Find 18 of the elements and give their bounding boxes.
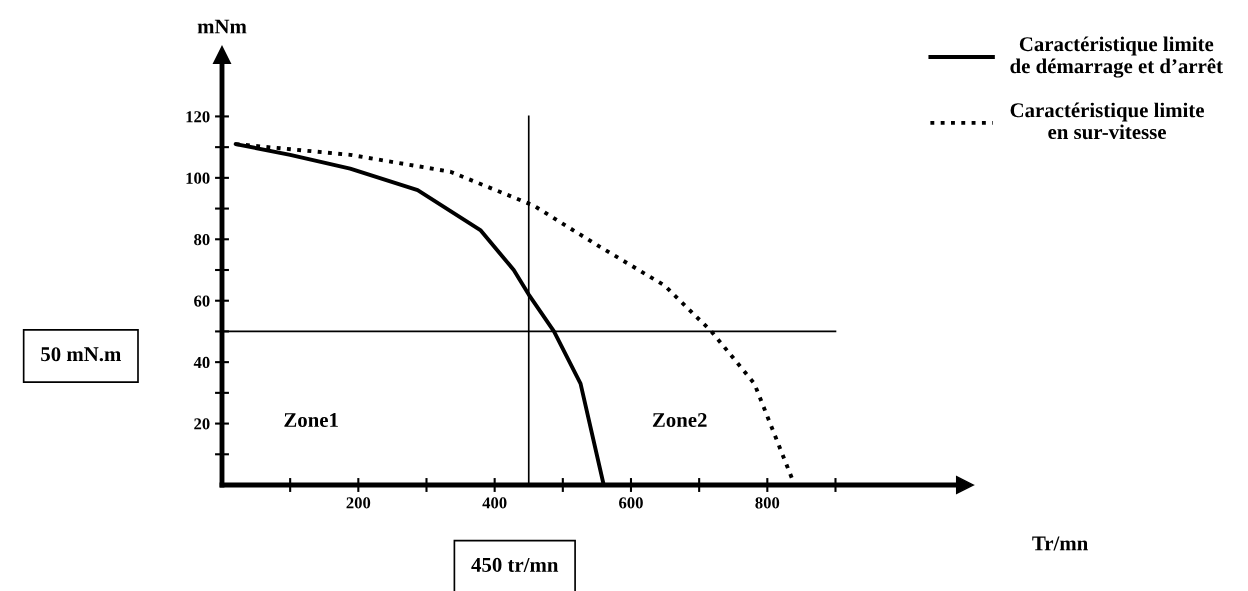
y-tick-label: 60 — [194, 295, 210, 307]
annotation: Zone1 — [284, 413, 338, 427]
x-tick-label: 600 — [619, 497, 643, 509]
y-tick-label: 20 — [194, 418, 210, 430]
y-tick-label: 80 — [194, 233, 210, 246]
y-axis-title: mNm — [197, 19, 247, 34]
text: 450 tr/mn — [471, 557, 559, 572]
y-tick-label: 100 — [186, 172, 210, 184]
x-tick-label: 400 — [482, 497, 507, 509]
legend-label: Caractéristique limite de démarrage et d’arrêt — [1010, 36, 1223, 78]
x-tick-label: 200 — [346, 497, 371, 509]
y-tick-label: 40 — [193, 356, 210, 369]
legend-label: Caractéristique limite en sur-vitesse — [1010, 102, 1204, 140]
text: 50 mN.m — [41, 347, 121, 362]
annotation: Zone2 — [652, 413, 707, 427]
x-axis-title: Tr/mn — [1032, 536, 1088, 551]
y-tick-label: 120 — [186, 111, 210, 123]
x-tick-label: 800 — [755, 497, 780, 509]
